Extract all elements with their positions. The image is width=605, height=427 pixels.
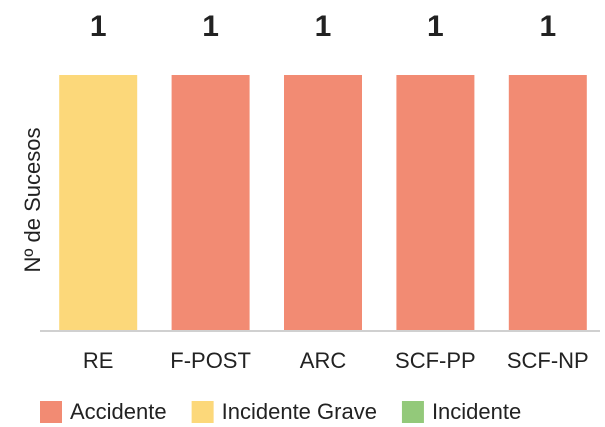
bar [508,75,587,330]
bar [284,75,362,330]
bar [59,75,138,330]
y-axis-title: Nº de Sucesos [20,128,45,273]
legend-swatch [401,401,424,423]
data-label: 1 [90,10,107,43]
legend-label: Accidente [70,399,167,424]
x-tick-label: F-POST [170,348,251,373]
x-tick-label: SCF-NP [507,348,589,373]
bar [396,75,475,330]
x-tick-label: ARC [300,348,347,373]
data-label: 1 [315,10,332,43]
legend-label: Incidente Grave [222,399,377,424]
x-tick-label: RE [83,348,114,373]
legend-swatch [191,401,214,423]
legend-label: Incidente [432,399,521,424]
x-tick-label: SCF-PP [395,348,476,373]
legend-swatch [40,401,62,423]
data-label: 1 [202,10,219,43]
data-label: 1 [427,10,444,43]
bar [171,75,250,330]
data-label: 1 [539,10,556,43]
